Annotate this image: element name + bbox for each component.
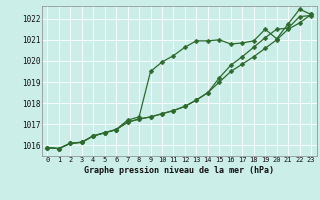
- X-axis label: Graphe pression niveau de la mer (hPa): Graphe pression niveau de la mer (hPa): [84, 166, 274, 175]
